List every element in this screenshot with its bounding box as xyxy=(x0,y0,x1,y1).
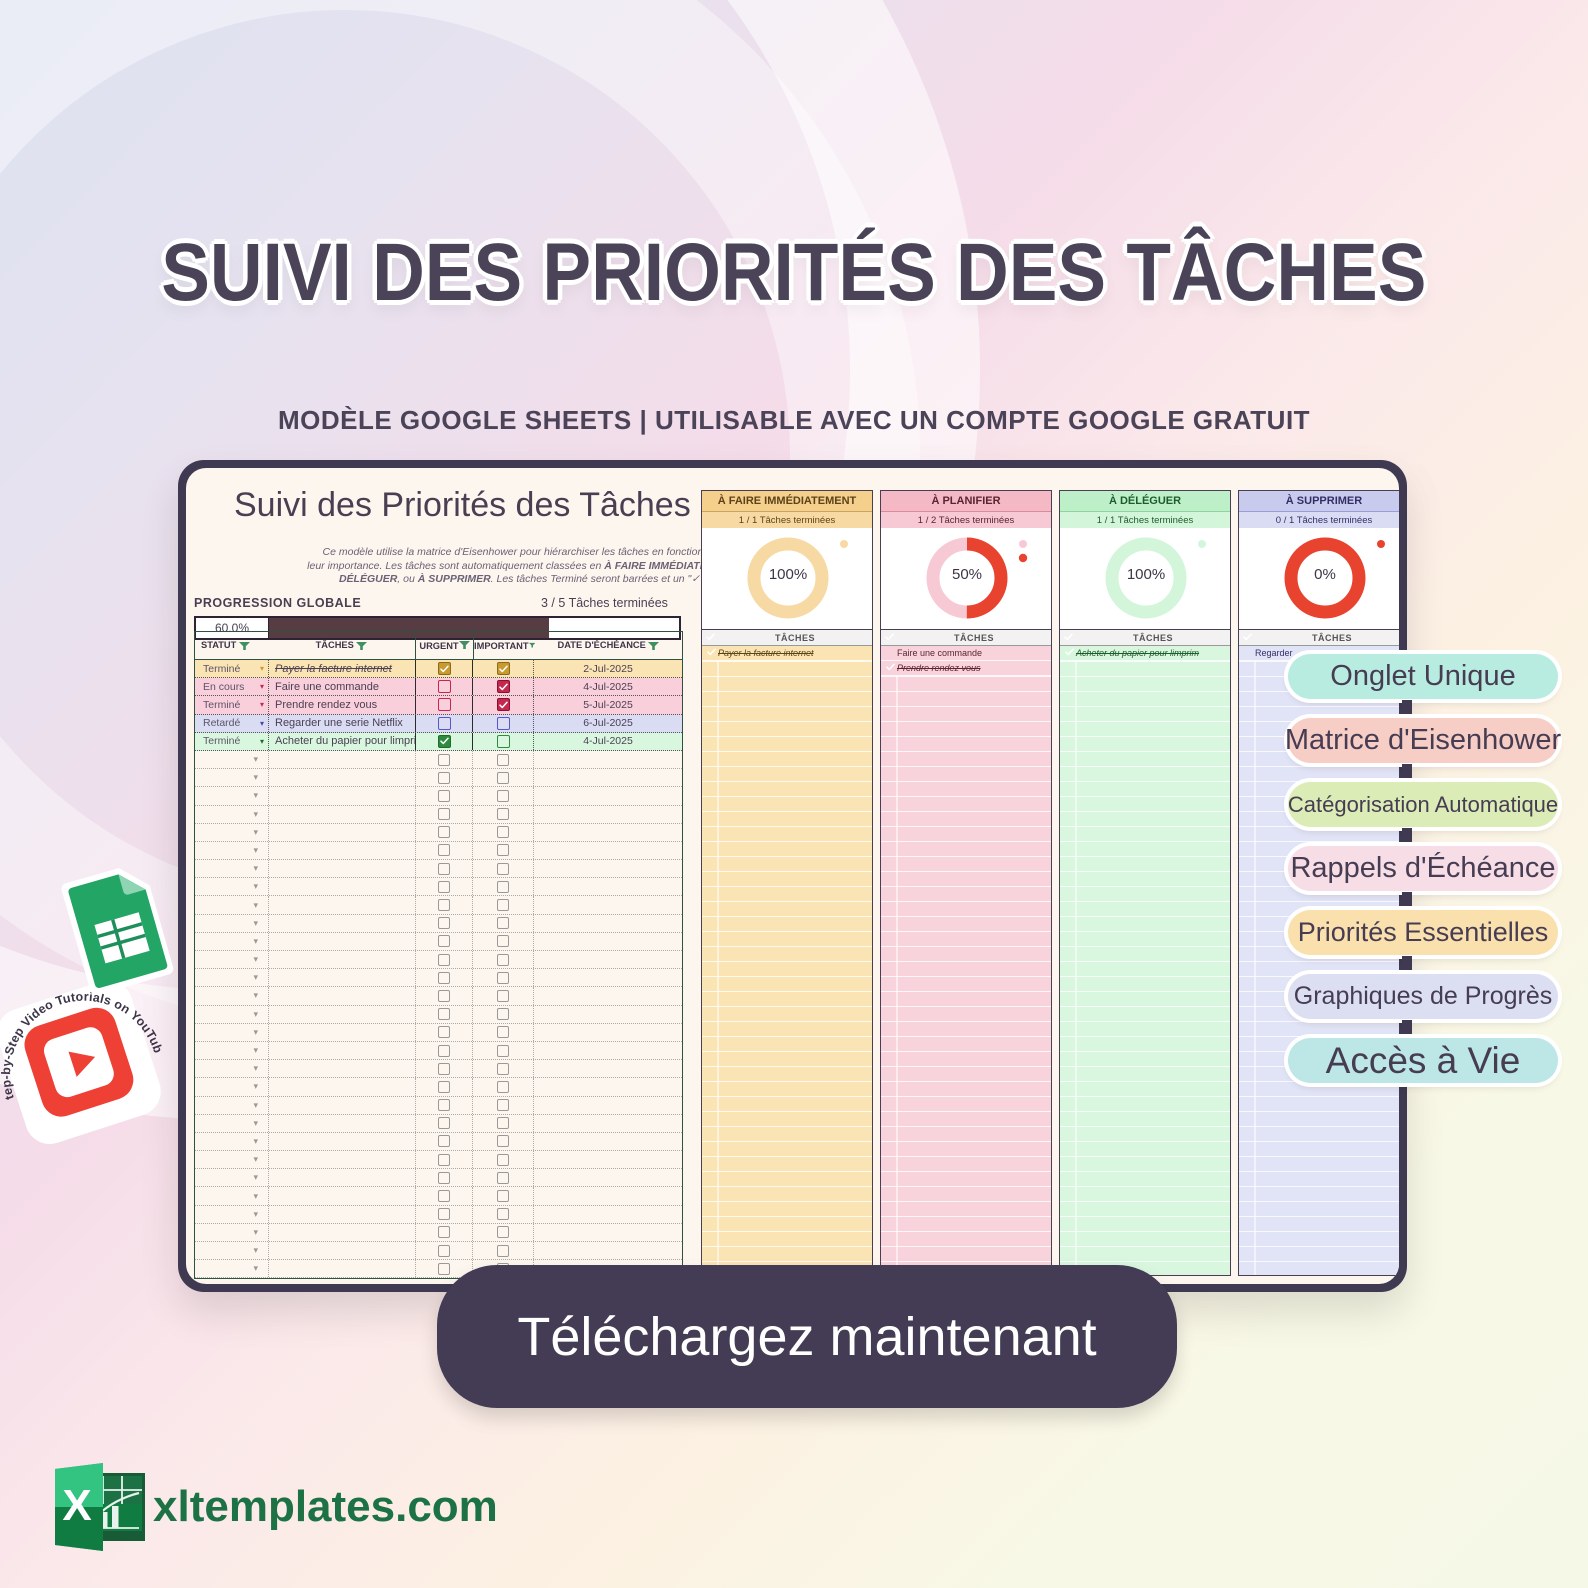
svg-text:X: X xyxy=(62,1481,91,1530)
